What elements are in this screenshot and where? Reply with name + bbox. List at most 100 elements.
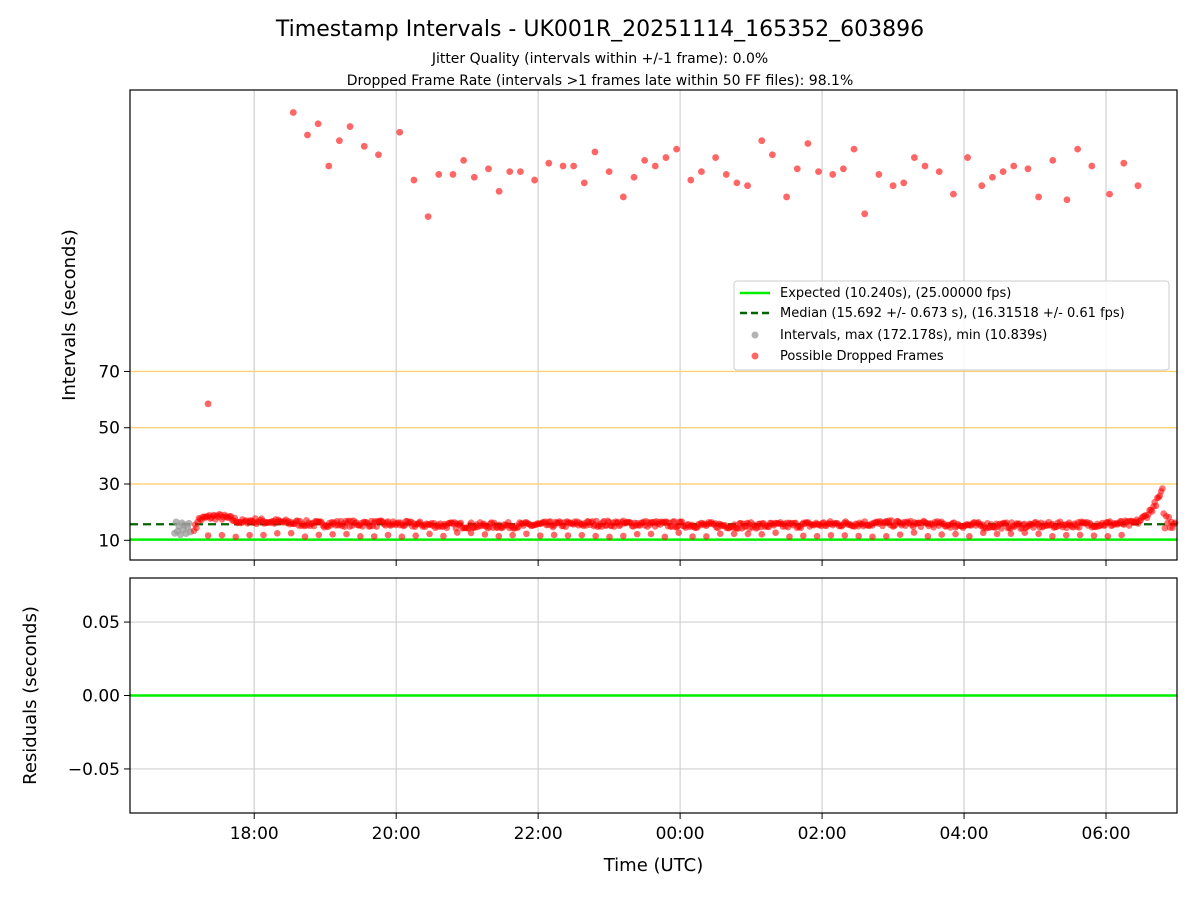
dropped-frame-point <box>888 517 895 524</box>
dropped-frame-outlier <box>722 171 730 178</box>
dropped-frame-outlier <box>289 109 297 116</box>
dropped-frame-outlier <box>360 142 368 150</box>
dropped-frame-point <box>786 533 793 540</box>
residuals-y-axis-label: Residuals (seconds) <box>20 606 41 785</box>
dropped-frame-point <box>703 533 710 540</box>
dropped-frame-point <box>343 530 350 538</box>
dropped-frame-outlier <box>304 131 311 139</box>
intervals-x-ticks <box>253 560 1107 566</box>
dropped-frame-outlier <box>1049 156 1057 164</box>
dropped-frame-outlier <box>698 168 705 176</box>
dropped-frame-outlier <box>506 168 514 176</box>
dropped-frame-outlier <box>495 187 503 195</box>
dropped-frame-point <box>523 530 530 538</box>
dropped-frame-point <box>813 532 821 540</box>
dropped-frame-outlier <box>989 173 996 181</box>
dropped-frame-point <box>966 533 973 540</box>
dropped-frame-point <box>620 532 627 540</box>
dropped-frame-outlier <box>921 162 929 170</box>
chart-title: Timestamp Intervals - UK001R_20251114_16… <box>275 17 924 42</box>
dropped-frame-point <box>841 532 849 539</box>
dropped-frame-outlier <box>839 165 847 173</box>
dropped-frame-outlier <box>424 213 432 221</box>
dropped-frame-point <box>883 532 890 540</box>
dropped-frame-point <box>301 533 309 540</box>
dropped-frame-outlier <box>1088 162 1096 170</box>
dropped-frame-point <box>564 532 572 539</box>
dropped-frame-point <box>218 531 226 539</box>
dropped-frame-outlier <box>889 182 897 190</box>
dropped-frame-point <box>661 533 669 541</box>
residuals-y-tick-label: 0.05 <box>82 613 120 633</box>
dropped-frame-point <box>675 529 682 536</box>
dropped-frame-outlier <box>336 137 343 145</box>
dropped-frame-outlier <box>1063 196 1071 204</box>
legend-median-label: Median (15.692 +/- 0.673 s), (16.31518 +… <box>780 306 1125 321</box>
dropped-frame-outlier <box>687 176 695 184</box>
dropped-frame-point <box>1148 508 1156 515</box>
dropped-frame-outlier <box>325 162 333 170</box>
dropped-frame-point <box>998 525 1005 532</box>
dropped-frame-point <box>910 529 918 536</box>
dropped-frame-point <box>1062 531 1070 539</box>
dropped-frame-point <box>315 531 323 539</box>
dropped-frame-point <box>924 532 932 540</box>
dropped-frame-point <box>1007 530 1015 537</box>
dropped-frame-outlier <box>1024 165 1032 173</box>
residuals-x-axis-label: Time (UTC) <box>603 855 704 876</box>
dropped-frame-point <box>1159 485 1166 492</box>
dropped-frame-outlier <box>950 190 957 198</box>
dropped-frame-point <box>329 531 336 538</box>
dropped-frame-outlier <box>768 151 776 159</box>
legend: Expected (10.240s), (25.00000 fps) Media… <box>733 280 1170 371</box>
residuals-x-ticks: 18:00 20:00 22:00 00:00 02:00 04:00 06:00 <box>230 813 1131 844</box>
dropped-frame-point <box>384 531 392 539</box>
dropped-frame-point <box>1090 532 1098 539</box>
dropped-frame-point <box>1049 532 1056 540</box>
interval-point <box>185 519 193 527</box>
dropped-frame-point <box>1021 529 1029 536</box>
dropped-frame-point <box>467 529 475 537</box>
intervals-y-tick-label: 10 <box>98 531 120 551</box>
dropped-frame-outlier <box>375 151 382 159</box>
dropped-frame-point <box>799 532 807 540</box>
legend-dropped-label: Possible Dropped Frames <box>780 349 944 364</box>
dropped-frame-outlier <box>1074 145 1082 153</box>
dropped-frame-point <box>495 532 503 540</box>
dropped-frame-outlier <box>712 154 720 161</box>
dropped-frame-outlier <box>900 179 908 187</box>
dropped-frame-point <box>869 533 876 541</box>
intervals-panel: 10 30 50 70 Intervals (seconds) Expected (1… <box>59 89 1179 566</box>
residuals-panel: 0.05 0.00 −0.05 18:00 20:00 22:00 00:00 02:00 0… <box>20 577 1178 876</box>
dropped-frame-point <box>373 523 380 530</box>
dropped-frame-point <box>855 532 862 540</box>
dropped-frame-point <box>670 518 678 525</box>
dropped-frame-outlier <box>559 162 567 170</box>
dropped-frame-point <box>232 533 240 541</box>
dropped-frame-outlier <box>964 154 971 161</box>
legend-intervals-swatch <box>751 331 759 339</box>
residuals-y-tick-label: −0.05 <box>68 760 120 780</box>
dropped-frame-outlier <box>999 168 1007 176</box>
dropped-frame-outlier <box>580 179 588 187</box>
dropped-frame-outlier <box>861 210 869 218</box>
intervals-points <box>171 518 194 539</box>
dropped-frame-outlier <box>449 171 457 178</box>
dropped-frame-point <box>938 531 945 538</box>
dropped-frame-point <box>193 524 200 532</box>
dropped-frame-point <box>412 532 420 539</box>
dropped-frame-outlier <box>829 171 837 178</box>
dropped-frame-outlier <box>651 162 659 170</box>
intervals-y-tick-label: 30 <box>98 475 120 495</box>
dropped-frame-point <box>1104 532 1112 540</box>
dropped-frame-outlier <box>435 171 443 178</box>
intervals-y-ticks: 10 30 50 70 <box>98 362 130 551</box>
dropped-frame-outlier <box>460 156 468 164</box>
dropped-frame-point <box>689 533 696 540</box>
dropped-frame-outlier <box>793 165 801 173</box>
dropped-frame-outlier <box>1120 159 1128 167</box>
dropped-frame-outlier <box>619 193 627 201</box>
dropped-frame-point <box>744 530 752 538</box>
residuals-x-tick-label: 00:00 <box>656 824 705 844</box>
